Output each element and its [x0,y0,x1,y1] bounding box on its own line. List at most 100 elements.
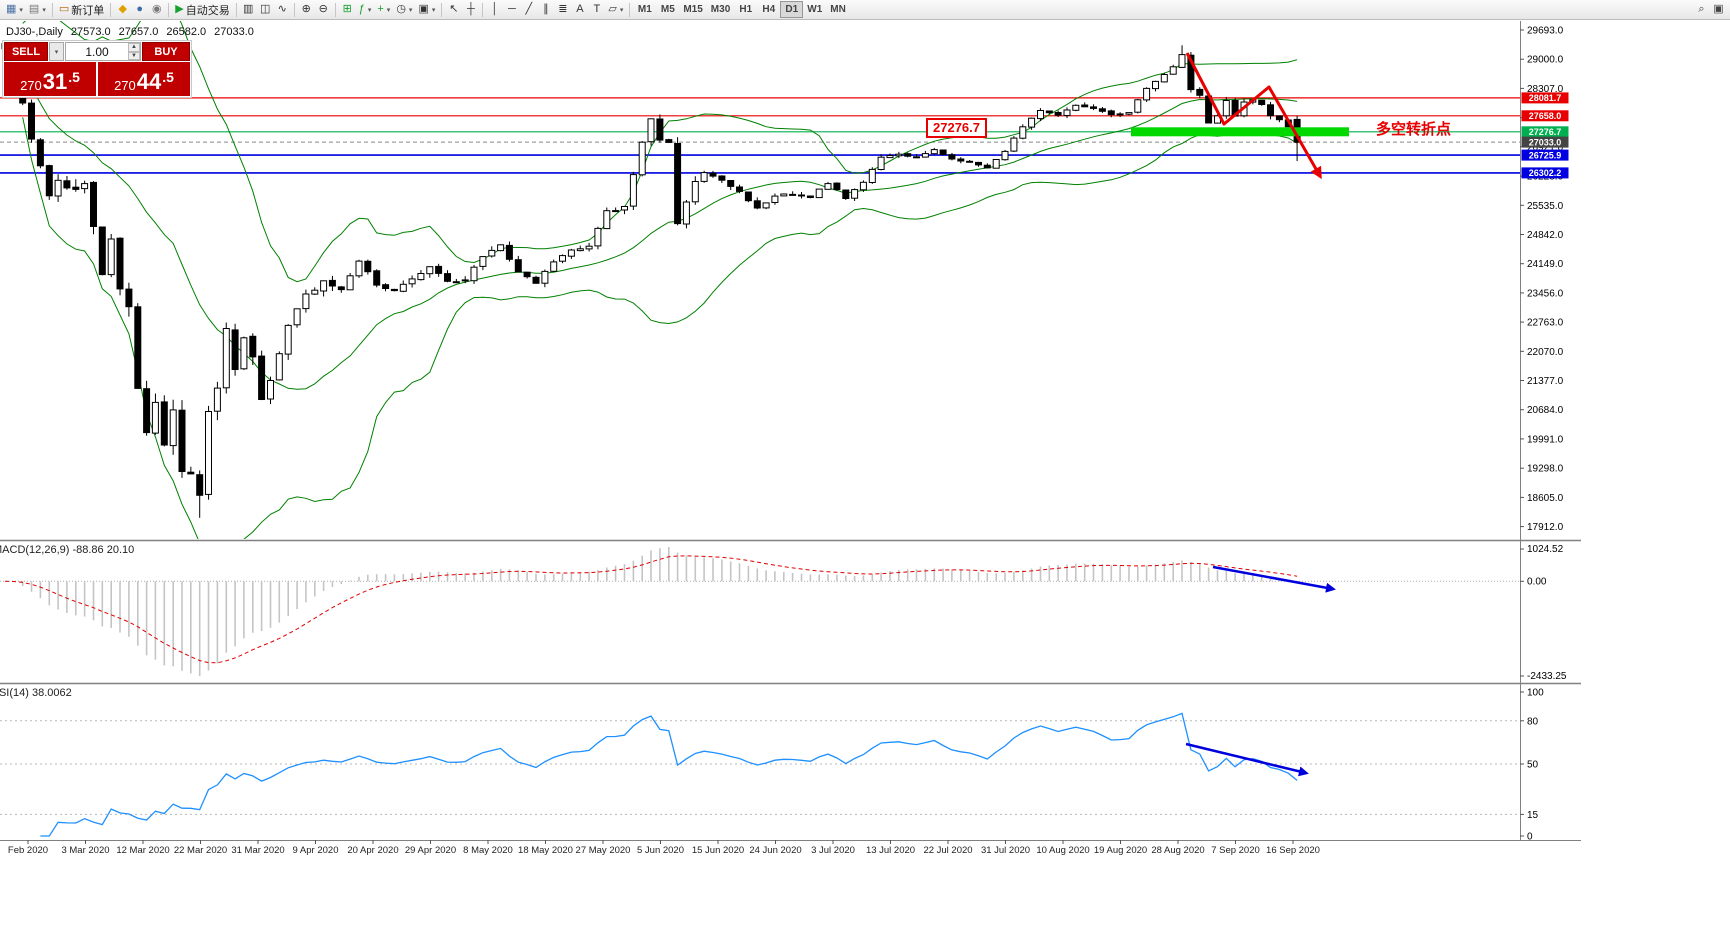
search-icon: ⌕ [1698,3,1705,15]
chevron-down-icon: ▾ [42,6,46,14]
trend-arrow[interactable] [1185,52,1322,180]
svg-text:31 Jul 2020: 31 Jul 2020 [981,845,1030,856]
volume-input[interactable] [66,43,128,60]
svg-text:-2433.25: -2433.25 [1527,671,1567,682]
shapes-icon[interactable]: ▱ ▾ [605,1,626,18]
svg-text:22 Jul 2020: 22 Jul 2020 [923,845,972,856]
svg-text:3 Jul 2020: 3 Jul 2020 [811,845,855,856]
panels-icon[interactable]: ▣ [1710,1,1727,18]
search-icon[interactable]: ⌕ [1693,1,1710,18]
timeframe-mn-button[interactable]: MN [826,1,850,18]
timeframe-w1-button[interactable]: W1 [803,1,826,18]
volume-up-button[interactable]: ▲ [128,43,140,52]
period-icon[interactable]: ◷ ▾ [393,1,415,18]
buy-price[interactable]: 270 44.5 [98,62,190,96]
buy-button[interactable]: BUY [142,42,190,61]
svg-text:15: 15 [1527,810,1539,821]
template-icon: ▣ [418,3,429,15]
text-icon: A [576,3,584,15]
volume-down-button[interactable]: ▼ [128,51,140,60]
svg-text:28081.7: 28081.7 [1529,93,1562,103]
svg-text:27033.0: 27033.0 [1529,137,1562,147]
support-band[interactable] [1131,127,1349,137]
fibonacci-icon: ≣ [558,3,568,15]
text-icon[interactable]: A [571,1,588,18]
tile-windows-icon[interactable]: ⊞ [339,1,356,18]
chevron-down-icon: ▾ [431,6,436,14]
rsi-axis: 100 80 50 15 0 [1520,688,1544,843]
high-value: 27657.0 [118,26,159,38]
svg-text:17912.0: 17912.0 [1527,522,1564,533]
add-indicator-icon[interactable]: + ▾ [374,1,393,18]
autotrading-button: ▶ [175,3,184,15]
line-chart-type-icon[interactable]: ∿ [274,1,291,18]
sell-button[interactable]: SELL [4,42,48,61]
macd-trend-arrow[interactable] [1212,565,1336,593]
fibonacci-icon[interactable]: ≣ [554,1,571,18]
price-callout-annotation[interactable]: 27276.7 [926,118,987,138]
tile-windows-icon: ⊞ [342,3,352,15]
rsi-trend-arrow[interactable] [1185,742,1309,777]
svg-text:26302.2: 26302.2 [1529,168,1562,178]
vertical-line-icon[interactable]: │ [486,1,503,18]
svg-text:20 Apr 2020: 20 Apr 2020 [347,845,398,856]
svg-text:19991.0: 19991.0 [1527,434,1564,445]
turning-point-annotation[interactable]: 多空转折点 [1376,121,1452,138]
sell-price[interactable]: 270 31.5 [4,62,96,96]
channel-icon[interactable]: ∥ [537,1,554,18]
indicators-icon: ƒ [358,3,365,15]
svg-text:Feb 2020: Feb 2020 [8,845,48,856]
timeframe-m5-button[interactable]: M5 [656,1,679,18]
indicators-icon[interactable]: ƒ ▾ [356,1,375,18]
toolbar-separator [334,2,336,17]
label-icon[interactable]: T [588,1,605,18]
volume-preset-dropdown[interactable]: ▾ [49,42,64,61]
timeframe-h4-button[interactable]: H4 [757,1,780,18]
candlestick-chart-type-icon: ◫ [260,3,271,15]
candlestick-chart-type-icon[interactable]: ◫ [257,1,274,18]
svg-text:24149.0: 24149.0 [1527,259,1564,270]
profiles-icon: ▤ [28,3,40,15]
svg-text:50: 50 [1527,760,1539,771]
bar-chart-type-icon[interactable]: ▥ [240,1,257,18]
candlesticks-layer [1,42,1301,518]
svg-text:29693.0: 29693.0 [1527,26,1564,37]
svg-text:19 Aug 2020: 19 Aug 2020 [1094,845,1147,856]
new-order-button[interactable]: ▭ 新订单 [56,1,107,18]
community-icon[interactable]: ◉ [148,1,165,18]
svg-text:20684.0: 20684.0 [1527,405,1564,416]
crosshair-icon[interactable]: ┼ [462,1,479,18]
trendline-icon[interactable]: ╱ [520,1,537,18]
horizontal-line-icon[interactable]: ─ [503,1,520,18]
accounts-icon[interactable]: ● [131,1,148,18]
channel-icon: ∥ [543,3,549,15]
label-icon: T [593,3,601,15]
timeframe-m1-button[interactable]: M1 [633,1,656,18]
metaeditor-icon: ◆ [118,3,127,15]
zoom-out-icon[interactable]: ⊖ [315,1,332,18]
vertical-line-icon: │ [491,3,499,15]
new-chart-icon[interactable]: ▦ ▾ [3,1,26,18]
svg-text:28307.0: 28307.0 [1527,84,1564,95]
timeframe-d1-button[interactable]: D1 [780,1,804,18]
metaeditor-icon[interactable]: ◆ [114,1,131,18]
zoom-in-icon[interactable]: ⊕ [298,1,315,18]
svg-text:18605.0: 18605.0 [1527,493,1564,504]
svg-text:24842.0: 24842.0 [1527,230,1564,241]
cursor-icon[interactable]: ↖ [445,1,462,18]
profiles-icon[interactable]: ▤ ▾ [26,1,49,18]
svg-text:26725.9: 26725.9 [1529,150,1562,160]
template-icon[interactable]: ▣ ▾ [415,1,438,18]
accounts-icon: ● [136,3,144,15]
bar-chart-type-icon: ▥ [243,3,254,15]
autotrading-button[interactable]: ▶ 自动交易 [172,1,232,18]
timeframe-m15-button[interactable]: M15 [679,1,706,18]
timeframe-h1-button[interactable]: H1 [734,1,757,18]
svg-text:1024.52: 1024.52 [1527,544,1564,555]
chevron-down-icon: ▾ [19,6,23,14]
timeframe-m30-button[interactable]: M30 [707,1,734,18]
svg-text:5 Jun 2020: 5 Jun 2020 [637,845,684,856]
